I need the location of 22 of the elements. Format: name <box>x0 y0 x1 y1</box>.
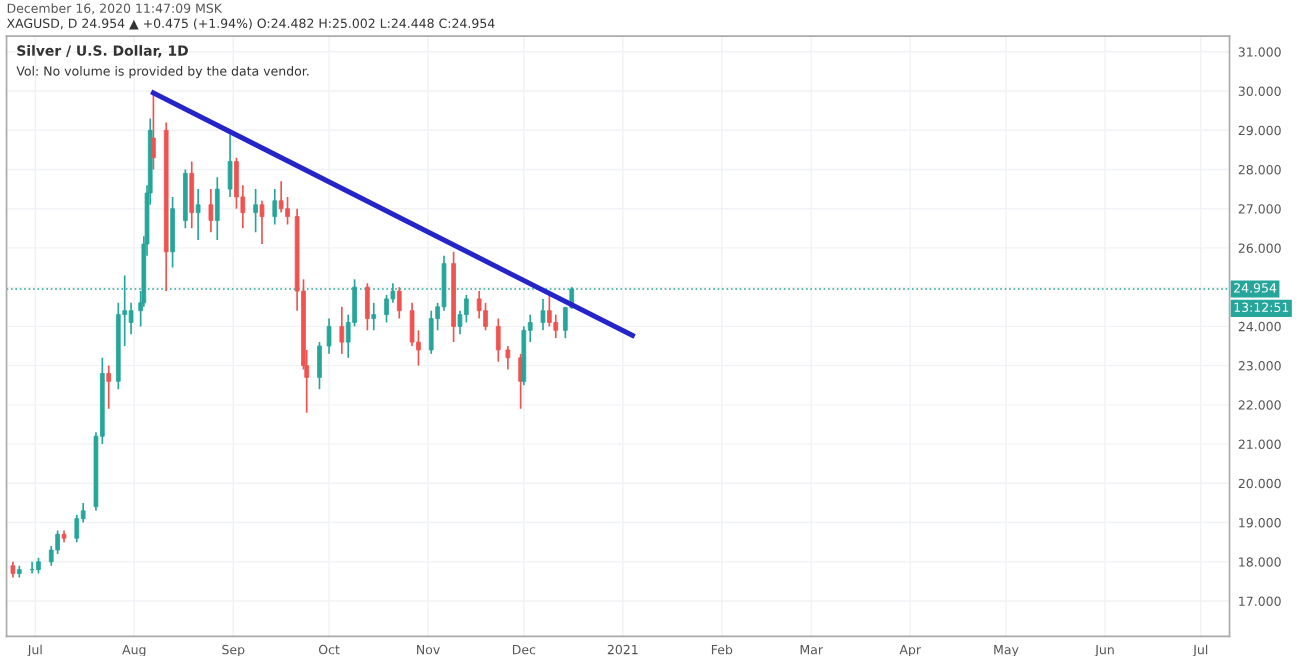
candlestick <box>326 317 332 355</box>
candlestick <box>365 282 370 332</box>
candlestick <box>495 317 501 363</box>
candlestick <box>505 345 511 371</box>
candlestick <box>317 341 322 390</box>
candlestick <box>183 168 188 230</box>
candlestick <box>214 176 220 241</box>
candlestick <box>253 188 258 234</box>
candlestick <box>540 298 546 332</box>
candlestick <box>396 286 402 320</box>
candlestick <box>371 302 377 332</box>
candlestick <box>272 188 278 226</box>
candlestick <box>170 196 175 269</box>
candlestick <box>189 160 195 230</box>
candlestick <box>227 133 233 198</box>
candlestick <box>428 309 434 355</box>
candlestick <box>208 188 214 234</box>
candlestick <box>339 305 345 355</box>
candlestick <box>195 188 201 241</box>
candlestick <box>106 364 112 410</box>
candlestick <box>259 200 265 245</box>
candlestick <box>151 94 156 171</box>
